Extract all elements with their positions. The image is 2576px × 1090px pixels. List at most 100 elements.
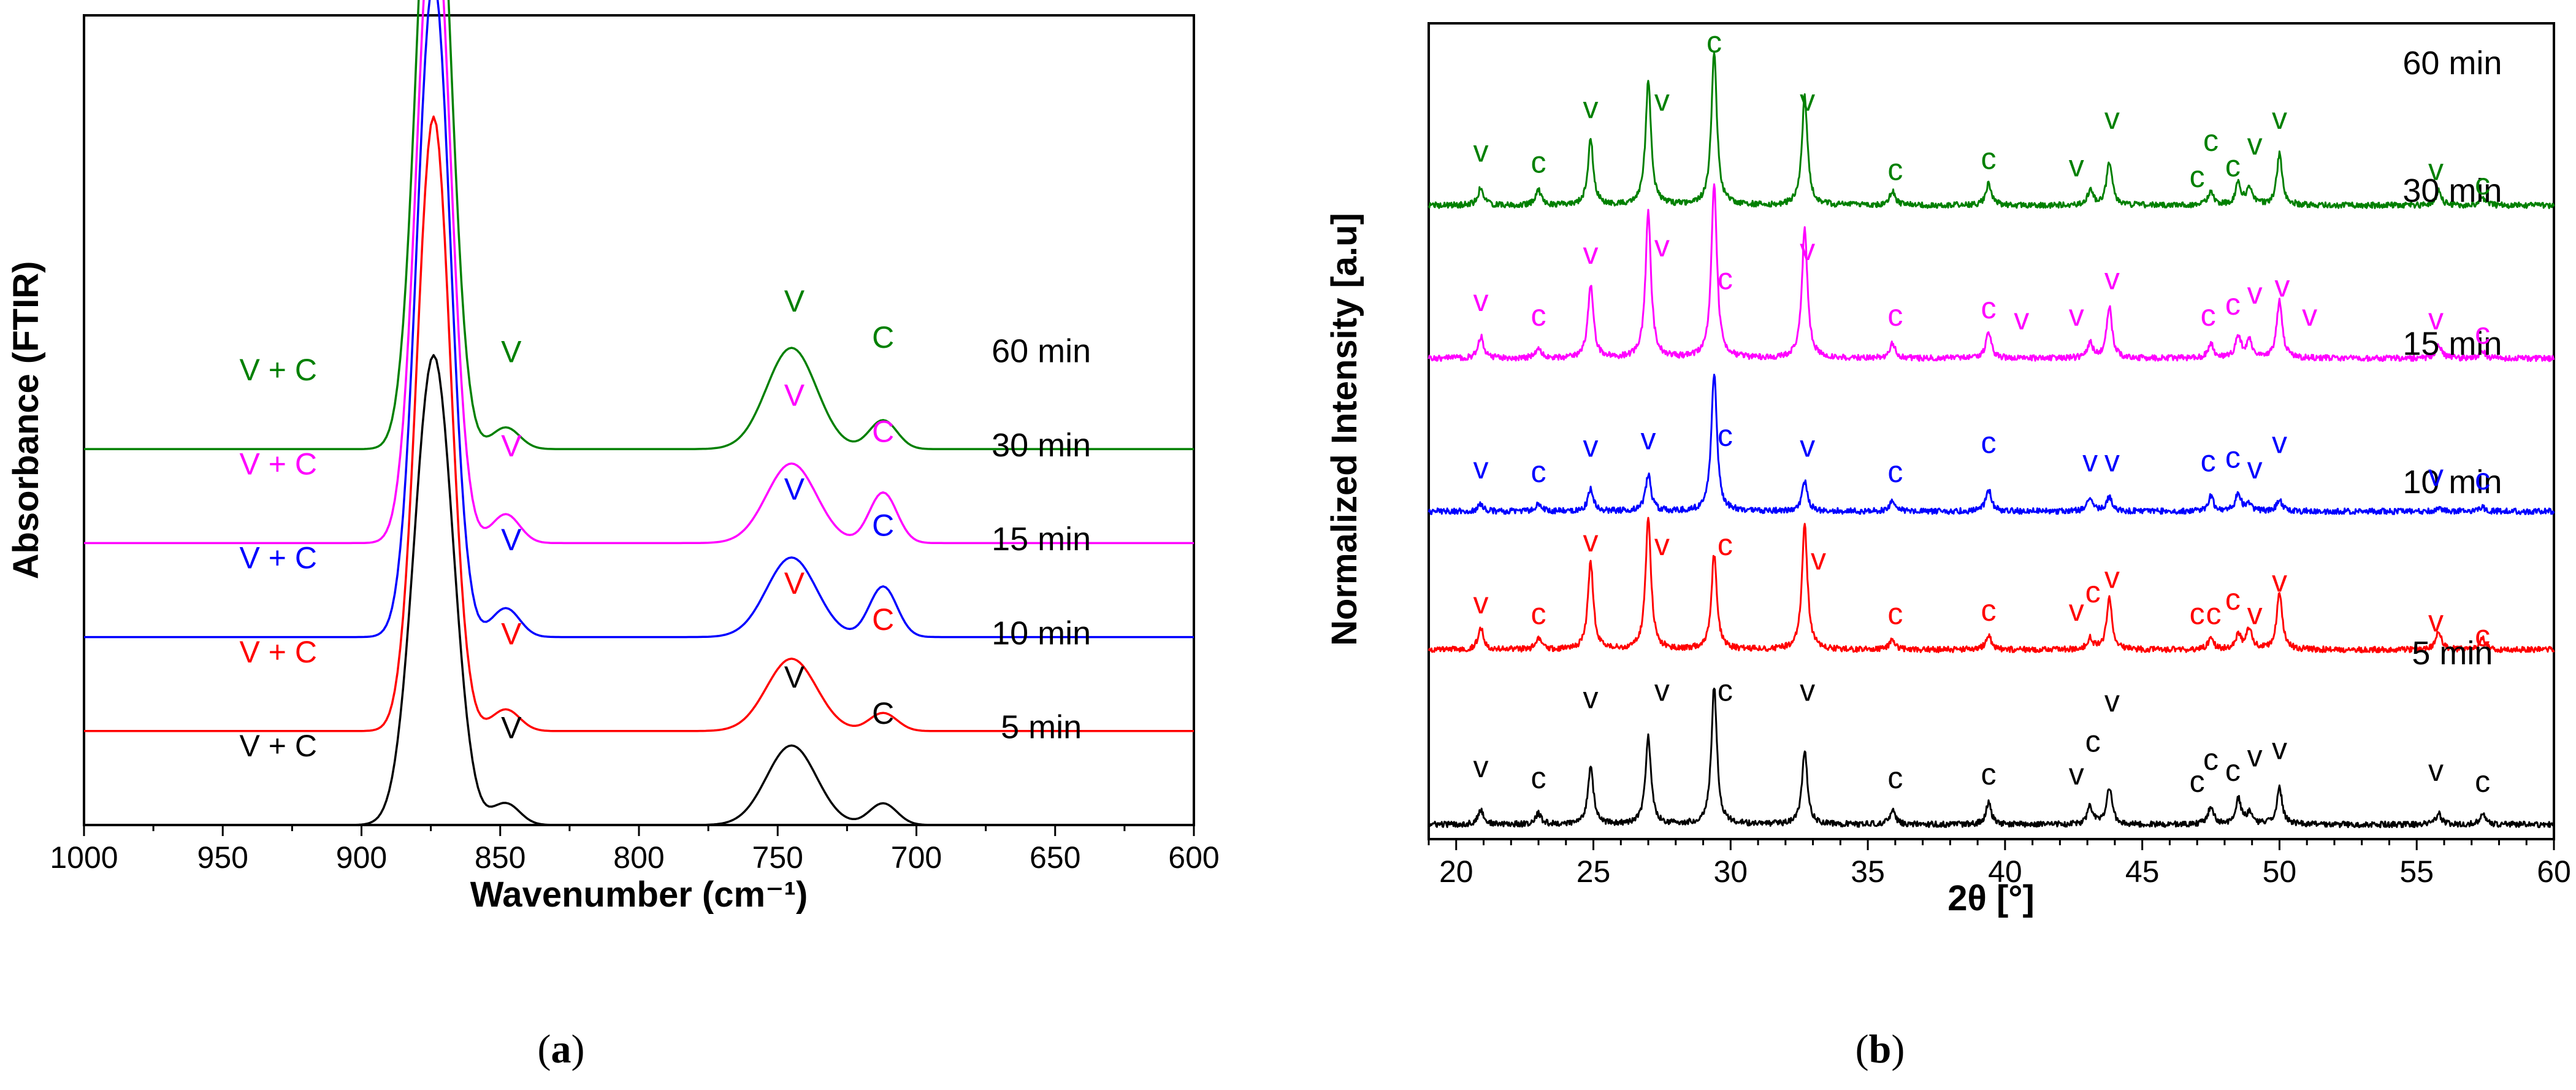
peak-annotation: v: [1583, 680, 1599, 715]
peak-annotation: c: [2190, 764, 2205, 799]
peak-annotation: v: [2272, 101, 2287, 136]
peak-annotation: v: [1473, 586, 1489, 620]
x-tick-label: 950: [197, 840, 248, 875]
x-tick-label: 45: [2125, 854, 2160, 889]
peak-annotation: c: [2475, 618, 2490, 653]
peak-annotation: v: [2069, 148, 2084, 183]
plot-frame-a: [83, 14, 1195, 826]
peak-annotation: v: [2082, 443, 2098, 478]
peak-annotation: v: [2428, 753, 2444, 788]
peak-annotation: v: [2272, 731, 2287, 766]
peak-annotation: C: [872, 509, 894, 543]
peak-annotation: c: [2085, 724, 2101, 759]
peak-annotation: c: [1718, 261, 1733, 296]
x-tick-label: 800: [613, 840, 664, 875]
peak-annotation: c: [2225, 582, 2241, 616]
panel-label-a-letter: a: [551, 1027, 571, 1072]
peak-annotation: c: [2225, 287, 2241, 321]
peak-annotation: c: [1981, 593, 1997, 628]
peak-annotation: v: [2428, 604, 2444, 639]
peak-annotation: V: [784, 660, 805, 694]
peak-annotation: c: [2085, 575, 2101, 609]
peak-annotation: v: [2104, 261, 2120, 296]
peak-annotation: C: [872, 320, 894, 355]
x-tick-label: 25: [1577, 854, 1611, 889]
peak-annotation: v: [1473, 451, 1489, 485]
peak-annotation: v: [1654, 673, 1670, 707]
peak-annotation: c: [2206, 597, 2222, 631]
peak-annotation: c: [1531, 761, 1546, 795]
series-label: 5 min: [2412, 635, 2493, 672]
peak-annotation: v: [1800, 83, 1815, 118]
peak-annotation: c: [2201, 298, 2216, 332]
peak-annotation: c: [2225, 148, 2241, 183]
series-line-15-min: [1428, 374, 2555, 515]
peak-annotation: v: [1654, 83, 1670, 118]
panel-label-a: (a): [538, 1027, 585, 1072]
peak-annotation: v: [2104, 560, 2120, 594]
panel-a: 1000 950 900 850 800 750 700 650 600 5 min V + C V…: [6, 0, 1220, 1072]
peak-annotation: c: [1887, 298, 1903, 332]
series-label: 15 min: [992, 521, 1091, 558]
peak-annotation: v: [2428, 458, 2444, 493]
peak-annotation: v: [1473, 750, 1489, 784]
peak-annotation: V: [501, 523, 522, 557]
peak-annotation: V + C: [240, 447, 317, 481]
peak-annotation: V + C: [240, 353, 317, 387]
peak-annotation: C: [872, 602, 894, 637]
peak-annotation: c: [2203, 742, 2219, 777]
peak-annotation: v: [1654, 229, 1670, 263]
x-tick-label: 35: [1851, 854, 1885, 889]
peak-annotation: C: [872, 414, 894, 448]
peak-annotation: c: [2190, 597, 2205, 631]
peak-annotation: c: [2190, 159, 2205, 194]
peak-annotation: c: [1531, 145, 1546, 179]
series-line-5-min: [84, 354, 1194, 826]
series-label: 15 min: [2402, 325, 2502, 362]
peak-annotation: v: [2247, 127, 2263, 161]
x-tick-label: 700: [891, 840, 942, 875]
peak-annotation: v: [1800, 232, 1815, 267]
peak-annotation: v: [2428, 302, 2444, 336]
series-group-b: [1428, 52, 2555, 829]
x-tick-label: 750: [752, 840, 803, 875]
x-tick-label: 55: [2399, 854, 2434, 889]
peak-annotation: c: [2475, 317, 2490, 351]
peak-annotation: v: [2302, 298, 2317, 332]
peak-annotation: c: [1718, 418, 1733, 453]
peak-annotation: c: [2201, 443, 2216, 478]
x-tick-label: 40: [1988, 854, 2022, 889]
peak-annotation: v: [2428, 152, 2444, 186]
x-ticks-a: 1000 950 900 850 800 750 700 650 600: [50, 825, 1220, 875]
panel-label-b-letter: b: [1869, 1027, 1892, 1072]
peak-annotation: V: [501, 616, 522, 651]
panel-label-b: (b): [1856, 1027, 1905, 1072]
x-ticks-b: 20 25 30 35 40 45 50 55 60: [1428, 839, 2571, 889]
series-line-60-min: [1428, 52, 2555, 209]
peak-annotation: v: [2104, 684, 2120, 718]
x-tick-label: 650: [1030, 840, 1080, 875]
peak-annotation: v: [2014, 302, 2029, 336]
peak-annotation: v: [2104, 101, 2120, 136]
peak-annotation: c: [1981, 142, 1997, 176]
peak-annotation: v: [2247, 739, 2263, 773]
peak-annotation: c: [1981, 757, 1997, 791]
peak-annotation: c: [2475, 764, 2490, 799]
peak-annotation: c: [1887, 761, 1903, 795]
peak-annotation: v: [1583, 524, 1599, 558]
peak-annotation: v: [1641, 422, 1656, 456]
peak-annotation: V: [784, 566, 805, 601]
peak-annotation: V: [784, 472, 805, 507]
x-tick-label: 900: [336, 840, 387, 875]
peak-annotation: v: [1583, 236, 1599, 271]
peak-annotation: c: [1707, 25, 1722, 59]
peak-annotation: v: [2104, 443, 2120, 478]
series-line-10-min: [84, 115, 1194, 732]
series-label: 10 min: [992, 615, 1091, 651]
peak-annotation: v: [1583, 429, 1599, 464]
series-label: 5 min: [1001, 709, 1082, 746]
peak-annotation: c: [1887, 152, 1903, 186]
peak-annotation: v: [2247, 276, 2263, 310]
